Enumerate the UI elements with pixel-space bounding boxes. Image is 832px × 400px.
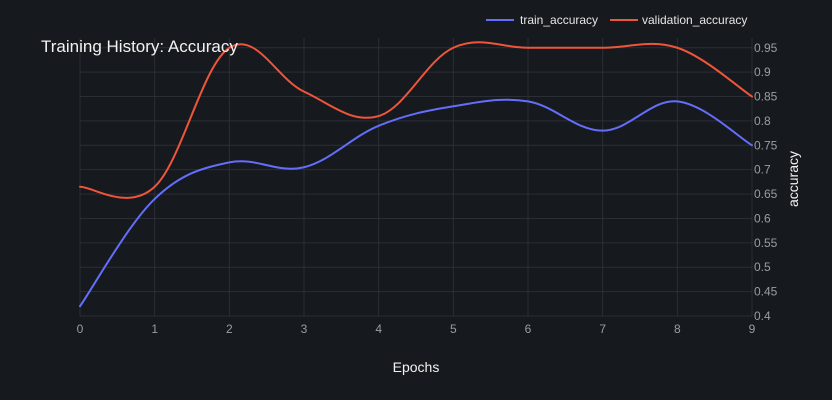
legend: train_accuracy validation_accuracy [486,13,747,27]
grid [79,38,753,317]
y-tick-label: 0.85 [754,90,778,104]
x-tick-label: 2 [226,322,233,336]
x-tick-label: 3 [301,322,308,336]
y-axis-title: accuracy [785,151,801,207]
y-tick-label: 0.65 [754,187,778,201]
y-tick-label: 0.9 [754,65,771,79]
x-tick-label: 1 [151,322,158,336]
legend-item-validation[interactable]: validation_accuracy [610,13,747,27]
x-axis-ticks: 0 1 2 3 4 5 6 7 8 9 [77,322,756,336]
legend-label-train: train_accuracy [520,13,598,27]
y-tick-label: 0.45 [754,285,778,299]
y-tick-label: 0.6 [754,211,771,225]
x-tick-label: 4 [375,322,382,336]
y-tick-label: 0.55 [754,236,778,250]
x-tick-label: 9 [749,322,756,336]
legend-item-train[interactable]: train_accuracy [486,13,598,27]
y-axis-ticks: 0.4 0.45 0.5 0.55 0.6 0.65 0.7 0.75 0.8 0.85 0.9 0.… [754,41,778,323]
x-tick-label: 8 [674,322,681,336]
series-line-validation-accuracy[interactable] [79,41,753,199]
x-tick-label: 0 [77,322,84,336]
y-tick-label: 0.95 [754,41,778,55]
y-tick-label: 0.4 [754,309,771,323]
x-axis-title: Epochs [393,359,440,375]
x-tick-label: 7 [599,322,606,336]
y-tick-label: 0.75 [754,138,778,152]
y-tick-label: 0.7 [754,163,771,177]
y-tick-label: 0.8 [754,114,771,128]
x-tick-label: 6 [525,322,532,336]
x-tick-label: 5 [450,322,457,336]
series-lines [79,41,753,308]
legend-label-validation: validation_accuracy [642,13,747,27]
chart-title: Training History: Accuracy [41,37,238,56]
series-line-train-accuracy[interactable] [79,98,753,308]
y-tick-label: 0.5 [754,260,771,274]
